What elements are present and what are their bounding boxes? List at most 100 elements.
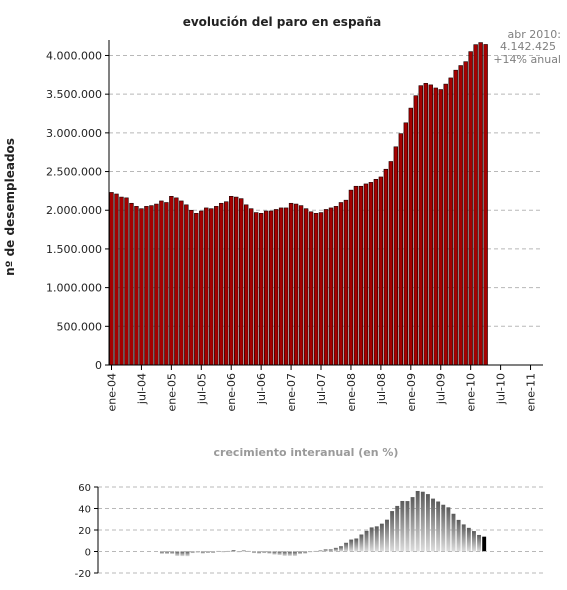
main-bar bbox=[473, 44, 478, 366]
main-bar bbox=[169, 196, 174, 366]
main-bar bbox=[219, 202, 224, 366]
growth-bar bbox=[206, 551, 210, 553]
growth-bar bbox=[431, 498, 435, 552]
main-bar bbox=[268, 210, 274, 366]
main-bar bbox=[164, 202, 169, 366]
main-bar bbox=[179, 200, 184, 366]
main-bar bbox=[234, 196, 239, 366]
main-x-tick-label: jul-04 bbox=[135, 373, 148, 405]
main-chart-y-ticks: 0 500.000 1.000.000 1.500.000 2.000.000 2.500… bbox=[46, 49, 109, 372]
growth-bar bbox=[471, 531, 476, 552]
growth-bar bbox=[190, 551, 195, 554]
growth-bar bbox=[379, 523, 384, 552]
main-bar bbox=[258, 213, 264, 366]
main-bar bbox=[174, 197, 179, 366]
growth-bar bbox=[318, 550, 323, 552]
growth-bar bbox=[252, 551, 256, 554]
main-bar bbox=[433, 87, 438, 366]
growth-bar bbox=[456, 519, 461, 552]
main-bar bbox=[438, 89, 443, 366]
growth-bar-latest bbox=[482, 536, 487, 552]
growth-bar bbox=[354, 538, 359, 552]
main-x-tick-label: ene-09 bbox=[405, 373, 418, 411]
growth-bar bbox=[466, 527, 471, 552]
main-y-tick-label: 0 bbox=[95, 359, 102, 372]
main-y-tick-label: 1.000.000 bbox=[46, 282, 102, 295]
growth-bar bbox=[461, 524, 466, 552]
main-bar bbox=[383, 168, 389, 366]
growth-bar bbox=[221, 551, 226, 553]
main-bar bbox=[189, 209, 194, 366]
main-bar bbox=[149, 205, 154, 366]
main-bar bbox=[159, 200, 164, 366]
main-bar bbox=[194, 213, 199, 366]
growth-bar bbox=[267, 551, 272, 554]
growth-bar bbox=[395, 505, 400, 552]
main-bar bbox=[109, 192, 114, 366]
main-chart-ylabel: nº de desempleados bbox=[3, 138, 17, 276]
main-bar bbox=[204, 207, 209, 366]
main-bar bbox=[373, 178, 379, 366]
annotation-line-growth: +14% anual bbox=[493, 53, 561, 66]
main-y-tick-label: 3.000.000 bbox=[46, 127, 102, 140]
main-y-tick-label: 500.000 bbox=[57, 320, 103, 333]
main-bar bbox=[363, 183, 369, 366]
main-bar bbox=[119, 196, 124, 366]
growth-bar bbox=[344, 542, 349, 552]
growth-bar bbox=[359, 534, 364, 552]
main-bar bbox=[318, 212, 324, 366]
growth-bar bbox=[298, 551, 302, 555]
main-bar bbox=[443, 83, 448, 366]
main-x-tick-label: ene-10 bbox=[465, 373, 478, 411]
growth-bar bbox=[369, 527, 374, 552]
growth-bar bbox=[262, 551, 267, 554]
growth-bar bbox=[241, 550, 246, 552]
main-bar bbox=[388, 161, 394, 366]
growth-y-tick-label: -20 bbox=[75, 569, 91, 580]
main-bar bbox=[348, 189, 354, 366]
main-y-tick-label: 1.500.000 bbox=[46, 243, 102, 256]
main-bar bbox=[468, 51, 473, 366]
growth-bar bbox=[277, 551, 282, 556]
growth-bar bbox=[339, 546, 343, 552]
main-bar bbox=[463, 61, 468, 366]
annotation-line-date: abr 2010: bbox=[508, 28, 561, 41]
growth-bar bbox=[226, 550, 231, 552]
main-bar bbox=[248, 208, 254, 366]
main-bar bbox=[378, 176, 384, 366]
main-bar bbox=[478, 42, 483, 366]
growth-bar bbox=[400, 500, 405, 552]
main-bar bbox=[224, 201, 229, 366]
main-x-tick-label: ene-05 bbox=[165, 373, 178, 411]
growth-bar bbox=[292, 551, 297, 557]
growth-bar bbox=[420, 491, 425, 552]
main-bar bbox=[263, 210, 269, 366]
main-x-tick-label: ene-08 bbox=[345, 373, 358, 411]
growth-bar bbox=[282, 551, 287, 556]
growth-bar bbox=[425, 494, 430, 552]
main-bar bbox=[229, 196, 234, 366]
main-chart-bars bbox=[109, 42, 488, 366]
growth-bar bbox=[211, 551, 216, 553]
main-bar bbox=[313, 213, 319, 366]
main-bar bbox=[283, 207, 289, 366]
main-y-tick-label: 4.000.000 bbox=[46, 49, 102, 62]
growth-chart-grid bbox=[98, 486, 543, 574]
main-chart-axes bbox=[108, 40, 543, 366]
main-bar bbox=[338, 202, 344, 366]
main-bar bbox=[343, 199, 349, 366]
growth-bar bbox=[287, 551, 292, 556]
main-bar bbox=[239, 198, 244, 366]
main-y-tick-label: 3.500.000 bbox=[46, 88, 102, 101]
main-bar bbox=[278, 207, 284, 366]
growth-bar bbox=[441, 504, 446, 552]
main-bar bbox=[458, 65, 463, 366]
main-bar bbox=[243, 204, 249, 366]
main-x-tick-label: jul-05 bbox=[195, 373, 208, 405]
main-bar bbox=[308, 211, 314, 366]
main-bar bbox=[298, 205, 304, 366]
main-x-tick-label: ene-11 bbox=[525, 373, 538, 411]
main-bar bbox=[214, 206, 219, 366]
main-bar bbox=[134, 206, 139, 366]
